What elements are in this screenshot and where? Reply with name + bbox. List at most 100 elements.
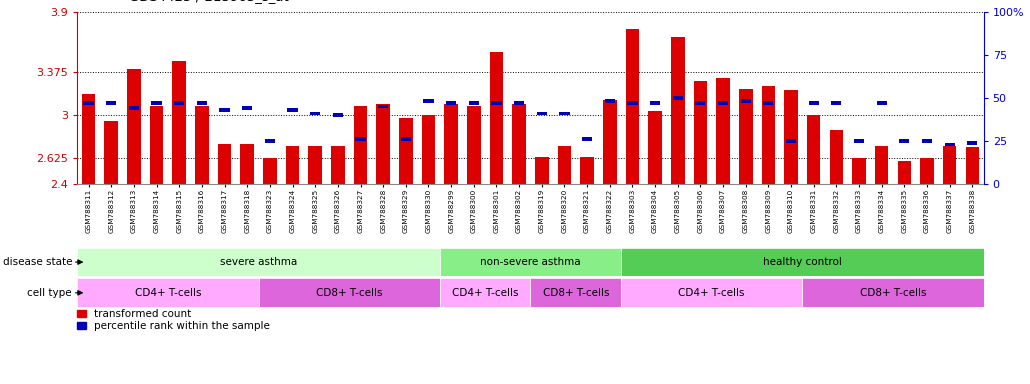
Bar — [673, 96, 683, 100]
Bar — [376, 104, 390, 184]
Bar — [965, 147, 980, 184]
Bar — [240, 144, 254, 184]
Bar — [83, 101, 94, 105]
Bar — [310, 112, 320, 115]
Bar — [829, 130, 844, 184]
Bar — [440, 248, 621, 276]
Bar — [491, 101, 502, 105]
Bar — [802, 278, 984, 307]
Bar — [763, 101, 774, 105]
Bar — [149, 106, 164, 184]
Bar — [219, 108, 230, 112]
Bar — [899, 139, 909, 143]
Bar — [852, 158, 866, 184]
Bar — [77, 248, 440, 276]
Bar — [627, 101, 638, 105]
Bar — [308, 146, 322, 184]
Bar — [922, 139, 932, 143]
Bar — [605, 99, 615, 103]
Bar — [421, 115, 436, 184]
Bar — [530, 278, 621, 307]
Bar — [621, 278, 802, 307]
Bar — [695, 101, 706, 105]
Bar — [355, 137, 366, 141]
Bar — [967, 141, 977, 145]
Bar — [444, 104, 458, 184]
Bar — [693, 81, 708, 184]
Bar — [650, 101, 660, 105]
Bar — [945, 143, 955, 146]
Bar — [195, 106, 209, 184]
Bar — [446, 101, 456, 105]
Bar — [580, 157, 594, 184]
Bar — [920, 158, 934, 184]
Bar — [559, 112, 570, 115]
Bar — [784, 90, 798, 184]
Bar — [603, 100, 617, 184]
Bar — [831, 101, 842, 105]
Bar — [897, 161, 912, 184]
Bar — [942, 146, 957, 184]
Text: CD4+ T-cells: CD4+ T-cells — [452, 288, 518, 298]
Bar — [809, 101, 819, 105]
Bar — [263, 158, 277, 184]
Bar — [582, 137, 592, 141]
Bar — [129, 106, 139, 110]
Bar — [423, 99, 434, 103]
Bar — [401, 137, 411, 141]
Bar — [174, 101, 184, 105]
Bar — [285, 146, 300, 184]
Text: GDS4425 / 213963_s_at: GDS4425 / 213963_s_at — [129, 0, 288, 3]
Text: CD8+ T-cells: CD8+ T-cells — [543, 288, 609, 298]
Bar — [467, 106, 481, 184]
Bar — [739, 89, 753, 184]
Bar — [741, 99, 751, 103]
Bar — [333, 113, 343, 117]
Bar — [537, 112, 547, 115]
Bar — [469, 101, 479, 105]
Text: severe asthma: severe asthma — [219, 257, 297, 267]
Bar — [854, 139, 864, 143]
Text: CD8+ T-cells: CD8+ T-cells — [860, 288, 926, 298]
Text: cell type: cell type — [28, 288, 72, 298]
Bar — [716, 78, 730, 184]
Bar — [106, 101, 116, 105]
Bar — [514, 101, 524, 105]
Bar — [877, 101, 887, 105]
Text: non-severe asthma: non-severe asthma — [480, 257, 581, 267]
Bar — [378, 105, 388, 108]
Bar — [512, 104, 526, 184]
Text: CD4+ T-cells: CD4+ T-cells — [135, 288, 201, 298]
Text: CD4+ T-cells: CD4+ T-cells — [679, 288, 745, 298]
Bar — [806, 115, 821, 184]
Text: disease state: disease state — [3, 257, 72, 267]
Text: CD8+ T-cells: CD8+ T-cells — [316, 288, 382, 298]
Bar — [761, 86, 776, 184]
Bar — [399, 118, 413, 184]
Bar — [265, 139, 275, 143]
Bar — [786, 139, 796, 143]
Bar — [874, 146, 889, 184]
Bar — [217, 144, 232, 184]
Bar — [77, 278, 259, 307]
Bar — [671, 37, 685, 184]
Bar — [259, 278, 440, 307]
Bar — [104, 121, 118, 184]
Bar — [489, 52, 504, 184]
Bar — [557, 146, 572, 184]
Bar — [648, 111, 662, 184]
Bar — [197, 101, 207, 105]
Bar — [287, 108, 298, 112]
Text: healthy control: healthy control — [763, 257, 842, 267]
Bar — [242, 106, 252, 110]
Bar — [535, 157, 549, 184]
Bar — [331, 146, 345, 184]
Bar — [621, 248, 984, 276]
Legend: transformed count, percentile rank within the sample: transformed count, percentile rank withi… — [77, 309, 270, 331]
Bar — [127, 69, 141, 184]
Bar — [440, 278, 530, 307]
Bar — [718, 101, 728, 105]
Bar — [172, 61, 186, 184]
Bar — [81, 94, 96, 184]
Bar — [353, 106, 368, 184]
